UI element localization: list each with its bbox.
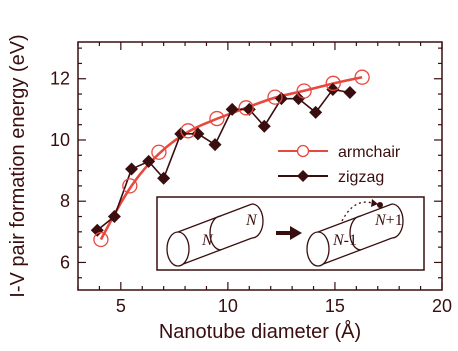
y-axis-title: I-V pair formation energy (eV) <box>7 34 29 297</box>
x-tick-label: 20 <box>432 296 452 316</box>
y-tick-label: 12 <box>50 69 70 89</box>
zigzag-point <box>257 119 271 133</box>
y-tick-label: 6 <box>60 252 70 272</box>
armchair-point <box>151 144 167 160</box>
inset-arrow <box>276 226 302 240</box>
zigzag-point <box>309 105 323 119</box>
zigzag-point <box>107 210 121 224</box>
armchair-point <box>238 100 254 116</box>
tick-labels: 5 10 15 20 6 8 10 12 <box>50 69 452 316</box>
zigzag-point <box>157 171 171 185</box>
inset-dotted-arrowhead <box>371 199 378 207</box>
zigzag-point <box>90 223 104 237</box>
y-tick-label: 10 <box>50 130 70 150</box>
zigzag-point <box>326 82 340 96</box>
inset-right-tube <box>306 203 404 267</box>
armchair-point <box>325 75 341 91</box>
inset-left-label-1: N <box>201 232 214 249</box>
legend-armchair-label: armchair <box>338 144 401 161</box>
inset-left-label-2: N <box>245 212 258 229</box>
inset-schematic: N N N-1 N+1 <box>156 196 425 271</box>
inset-left-tube <box>166 203 264 267</box>
legend-zigzag-marker <box>297 170 309 182</box>
x-axis-title: Nanotube diameter (Å) <box>159 320 361 343</box>
zigzag-point <box>225 102 239 116</box>
armchair-point <box>354 69 370 85</box>
inset-right-label-1: N-1 <box>332 232 357 249</box>
legend-zigzag-label: zigzag <box>338 169 384 186</box>
armchair-point <box>122 178 138 194</box>
y-tick-label: 8 <box>60 191 70 211</box>
inset-dotted-arrow <box>341 201 373 222</box>
armchair-point <box>93 231 109 248</box>
inset-right-label-2: N+1 <box>374 212 403 229</box>
armchair-point <box>180 123 196 139</box>
legend: armchair zigzag <box>278 144 401 186</box>
armchair-point <box>267 89 283 105</box>
zigzag-point <box>142 154 156 168</box>
zigzag-point <box>208 138 222 152</box>
x-tick-label: 10 <box>218 296 238 316</box>
legend-armchair-marker <box>296 144 310 158</box>
zigzag-point <box>292 92 306 106</box>
series-line-armchair <box>99 75 363 241</box>
series-layer <box>90 69 370 248</box>
x-tick-label: 15 <box>325 296 345 316</box>
x-tick-label: 5 <box>116 296 126 316</box>
inset-atom <box>377 202 383 208</box>
ticks <box>77 42 443 290</box>
zigzag-point <box>343 86 357 100</box>
zigzag-point <box>125 162 139 176</box>
armchair-point <box>296 83 312 99</box>
series-line-zigzag <box>96 88 351 231</box>
armchair-point <box>209 110 225 127</box>
plot-frame <box>77 41 443 291</box>
